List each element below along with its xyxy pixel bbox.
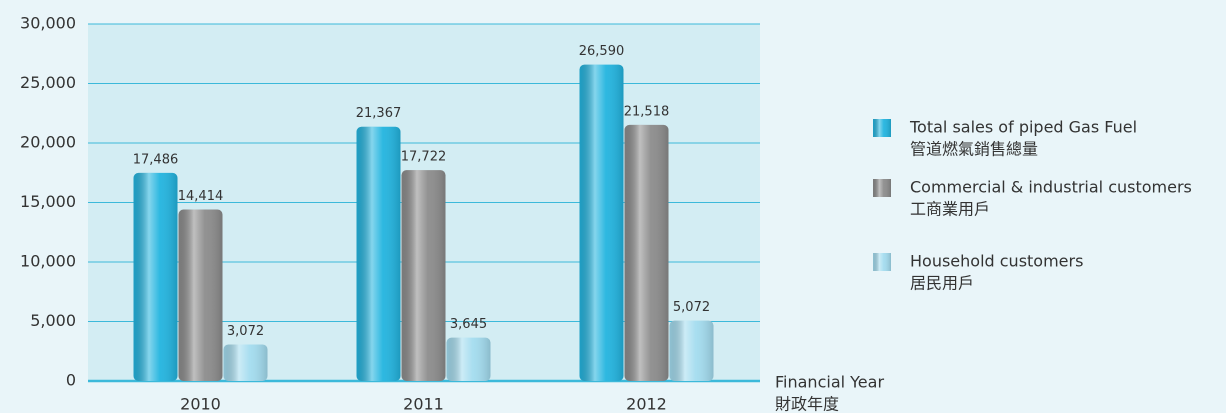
value-label: 17,486 [133,152,179,167]
bar-shine [669,320,714,381]
value-label: 14,414 [178,189,224,204]
legend-swatch-shine [873,119,891,137]
value-label: 3,645 [450,317,487,332]
y-tick-label: 0 [66,371,76,390]
legend-label-zh: 工商業用戶 [910,200,990,219]
bar-shine [446,337,491,381]
y-tick-label: 30,000 [20,14,76,33]
y-tick-label: 25,000 [20,73,76,92]
y-tick-label: 20,000 [20,133,76,152]
bar-shine [401,170,446,381]
bar-shine [223,344,268,381]
legend-label-zh: 管道燃氣銷售總量 [910,140,1038,159]
x-tick-label: 2011 [403,395,444,413]
bar-shine [133,172,178,381]
legend-label: Household customers [910,252,1083,271]
bar-shine [624,124,669,382]
value-label: 26,590 [579,44,625,59]
bar-shine [356,126,401,381]
value-label: 3,072 [227,324,264,339]
x-axis-label: Financial Year [775,373,884,392]
legend-label: Commercial & industrial customers [910,178,1192,197]
value-label: 17,722 [401,150,447,165]
x-tick-label: 2012 [626,395,667,413]
legend-label-zh: 居民用戶 [910,274,974,293]
legend-swatch-shine [873,179,891,197]
legend-swatch-shine [873,253,891,271]
y-tick-label: 5,000 [30,311,76,330]
y-tick-label: 10,000 [20,252,76,271]
x-axis-label-zh: 財政年度 [775,395,839,413]
value-label: 5,072 [673,300,710,315]
bar-shine [579,64,624,381]
y-tick-label: 15,000 [20,192,76,211]
value-label: 21,518 [624,104,670,119]
value-label: 21,367 [356,106,402,121]
bar-shine [178,209,223,381]
legend-label: Total sales of piped Gas Fuel [909,118,1137,137]
x-tick-label: 2010 [180,395,221,413]
